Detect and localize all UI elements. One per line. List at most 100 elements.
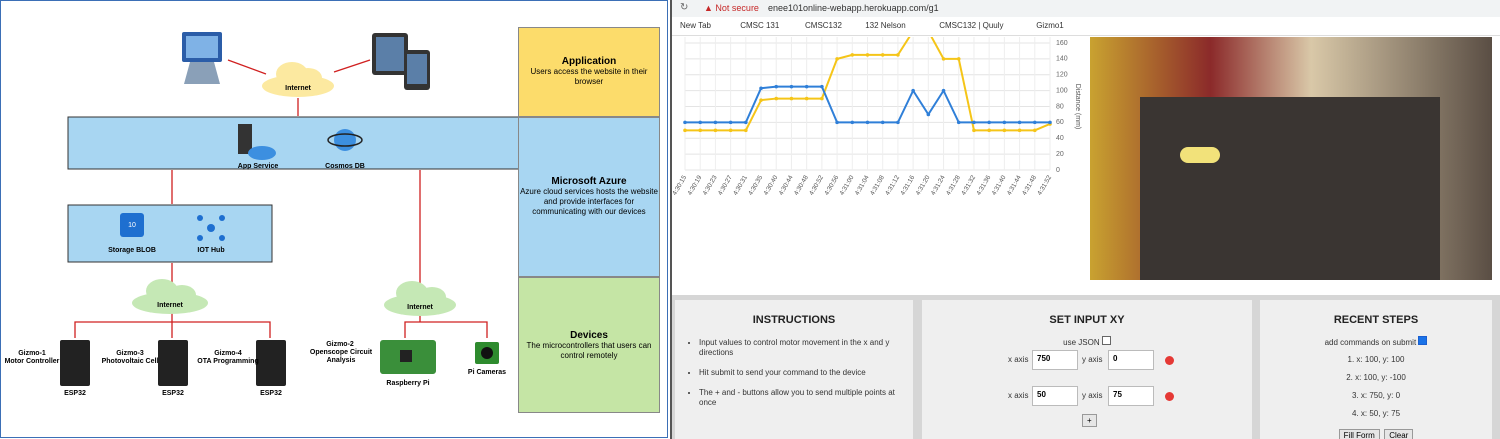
point [941,57,946,61]
bookmark[interactable]: New Tab [680,21,711,30]
controls-area: INSTRUCTIONS Input values to control mot… [672,295,1500,439]
x-input[interactable]: 50 [1032,386,1078,406]
layer-application: Application Users access the website in … [518,27,660,117]
step: 4. x: 50, y: 75 [1351,409,1401,418]
series [683,84,1052,125]
remove-button[interactable] [1165,392,1174,401]
monitor-icon [182,32,222,84]
y-tick-label: 60 [1056,119,1064,126]
object [1180,147,1220,163]
cloud-left [132,279,208,314]
bookmarks-bar: New Tab CMSC 131 CMSC132 132 Nelson CMSC132 … [672,17,1500,36]
point [1017,128,1022,133]
storage-box [67,204,273,263]
add-button[interactable]: + [1082,414,1097,427]
input-row: x axis 50 y axis 75 [922,384,1252,408]
point [759,86,763,91]
service-label: App Service [238,163,279,170]
point [744,128,748,133]
security-indicator[interactable]: ▲ Not secure [704,3,759,13]
instruction: Hit submit to send your command to the d… [699,368,903,378]
bookmark[interactable]: CMSC132 [805,21,842,30]
gizmo-name: Gizmo-4 [214,350,242,357]
tablet-icon [372,33,430,90]
instruction: The + and - buttons allow you to send mu… [699,388,903,408]
point [728,128,733,133]
clear-button[interactable]: Clear [1384,429,1414,439]
point [804,84,809,89]
gizmo-role: OTA Programming [197,358,258,365]
device-label: Pi Cameras [468,369,506,376]
point [804,96,809,101]
remove-button[interactable] [1165,356,1174,365]
panel-title: SET INPUT XY [1049,314,1125,326]
bookmark[interactable]: CMSC132 | Quuly [939,21,1004,30]
cloud-label: Internet [407,304,433,311]
point [987,128,991,133]
security-text: Not secure [715,3,759,13]
connections [74,59,488,338]
point [850,120,855,125]
panel-title: RECENT STEPS [1333,314,1419,326]
address-bar: ↻ ▲ Not secure enee101online-webapp.hero… [672,0,1500,17]
camera-icon [475,342,499,364]
reload-icon[interactable]: ↻ [680,2,689,13]
url[interactable]: enee101online-webapp.herokuapp.com/g1 [768,3,939,13]
step: 3. x: 750, y: 0 [1351,391,1401,400]
y-input[interactable]: 75 [1108,386,1154,406]
y-input[interactable]: 0 [1108,350,1154,370]
x-label: x axis [1008,391,1029,400]
layer-azure: Microsoft Azure Azure cloud services hos… [518,117,660,277]
service-label: Storage BLOB [108,247,156,254]
y-label: y axis [1082,391,1103,400]
set-input-panel: SET INPUT XY use JSON x axis 750 y axis 0 x … [922,300,1252,439]
point [835,57,839,61]
point [956,120,961,125]
bookmark[interactable]: CMSC 131 [740,21,780,30]
instruction: Input values to control motor movement i… [699,338,903,358]
bookmark[interactable]: 132 Nelson [865,21,906,30]
browser-window: ↻ ▲ Not secure enee101online-webapp.hero… [670,0,1500,439]
point [1017,120,1022,125]
layer-text: The microcontrollers that users can cont… [526,341,652,360]
json-toggle[interactable]: use JSON [922,336,1252,347]
blob-icon: 10 [120,213,144,237]
point [972,120,976,125]
point [1032,128,1037,133]
y-tick-label: 20 [1056,151,1064,158]
point [698,128,703,133]
bookmark[interactable]: Gizmo1 [1036,21,1064,30]
submit-toggle[interactable]: add commands on submit [1260,336,1492,347]
fill-form-button[interactable]: Fill Form [1338,429,1380,439]
x-input[interactable]: 750 [1032,350,1078,370]
point [835,120,839,125]
layer-text: Users access the website in their browse… [530,67,648,86]
service-label: Cosmos DB [325,163,365,170]
y-tick-label: 120 [1056,72,1068,79]
board-label: ESP32 [64,390,86,397]
step: 2. x: 100, y: -100 [1346,373,1406,382]
point [865,120,870,125]
panel-title: INSTRUCTIONS [752,314,836,326]
instructions-panel: INSTRUCTIONS Input values to control mot… [675,300,913,439]
step: 1. x: 100, y: 100 [1347,355,1405,364]
layer-text: Azure cloud services hosts the website a… [520,187,658,216]
layer-devices: Devices The microcontrollers that users … [518,277,660,413]
point [789,96,794,101]
raspberry-pi-icon [380,340,436,374]
x-tick-label: 4:31:52 [1036,174,1053,197]
recent-steps-panel: RECENT STEPS add commands on submit 1. x… [1260,300,1492,439]
iot-icon [197,215,225,241]
point [820,84,824,89]
point [774,96,779,101]
x-label: x axis [1008,355,1029,364]
point [911,88,915,93]
point [713,120,718,125]
json-label: use JSON [1063,338,1100,347]
y-tick-label: 140 [1056,56,1068,63]
gizmo-name: Gizmo-3 [116,350,144,357]
cosmos-icon [327,129,363,151]
cloud-label: Internet [285,85,311,92]
